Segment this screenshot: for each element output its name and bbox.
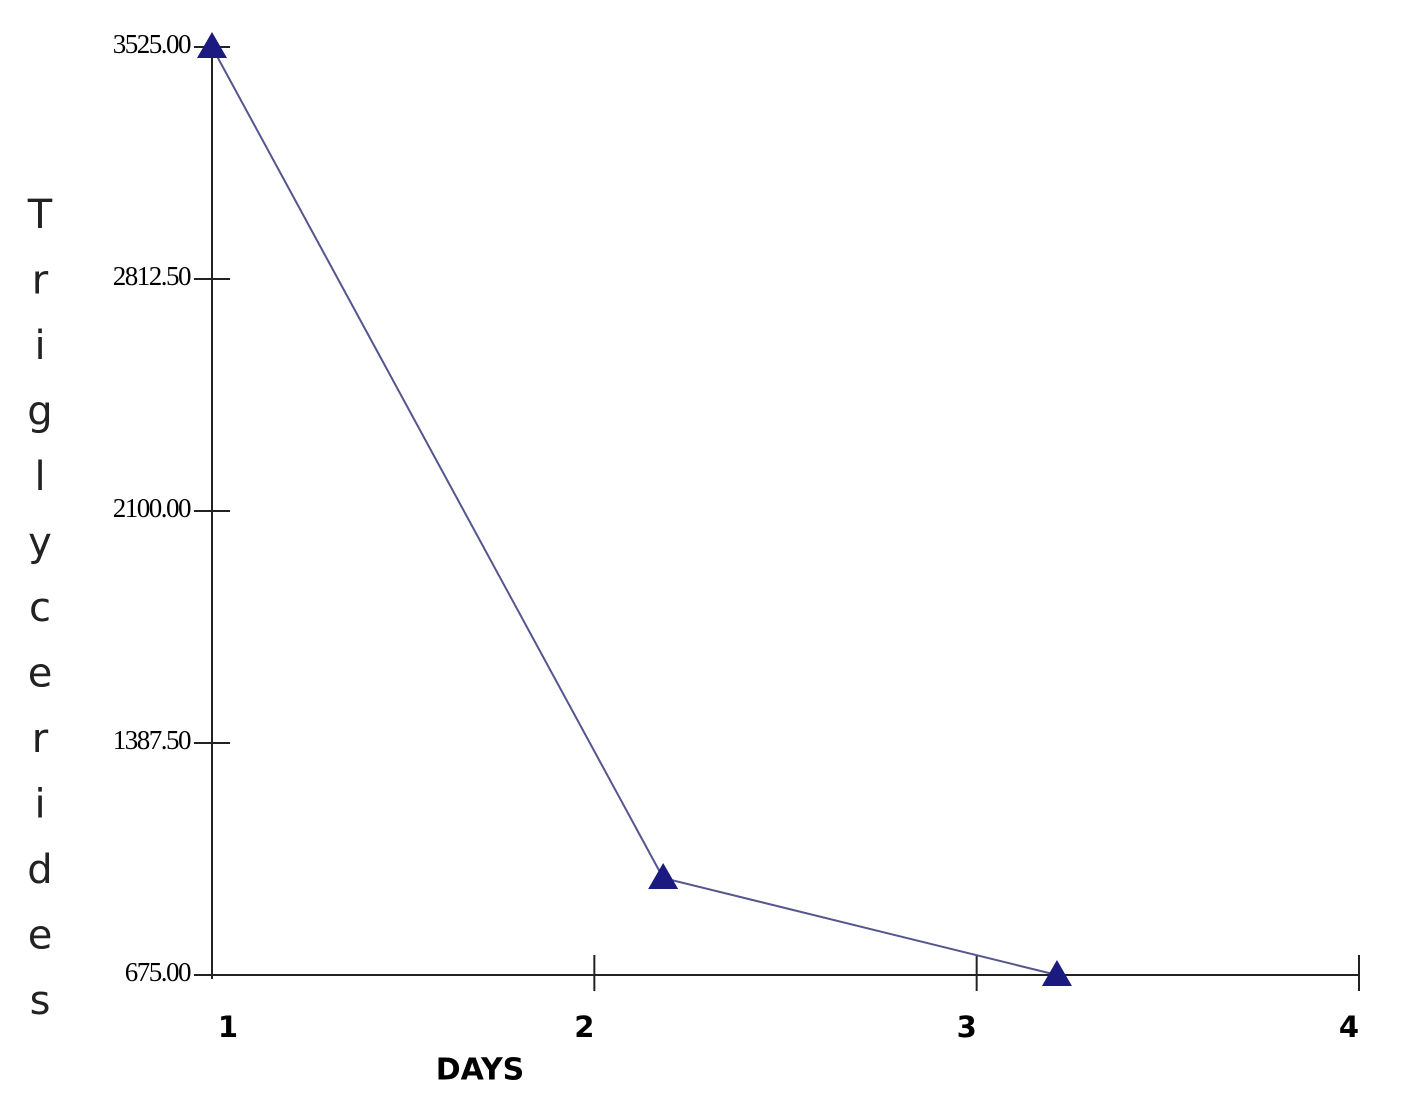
x-tick-label: 1 — [218, 1010, 238, 1044]
x-tick-label: 3 — [957, 1010, 977, 1044]
data-point — [1041, 960, 1072, 986]
y-axis-label: Triglycerides — [17, 192, 63, 1044]
y-tick-label: 1387.50 — [113, 725, 191, 755]
x-axis-label: DAYS — [436, 1053, 525, 1088]
y-tick-label: 675.00 — [125, 957, 191, 987]
y-tick-label: 2812.50 — [113, 261, 191, 291]
y-tick-label: 3525.00 — [113, 29, 191, 59]
data-line — [211, 46, 1058, 976]
y-tick-label: 2100.00 — [113, 493, 191, 523]
data-point — [197, 32, 227, 58]
x-tick-label: 4 — [1339, 1010, 1359, 1044]
x-tick-label: 2 — [574, 1010, 594, 1044]
data-point — [648, 862, 679, 889]
